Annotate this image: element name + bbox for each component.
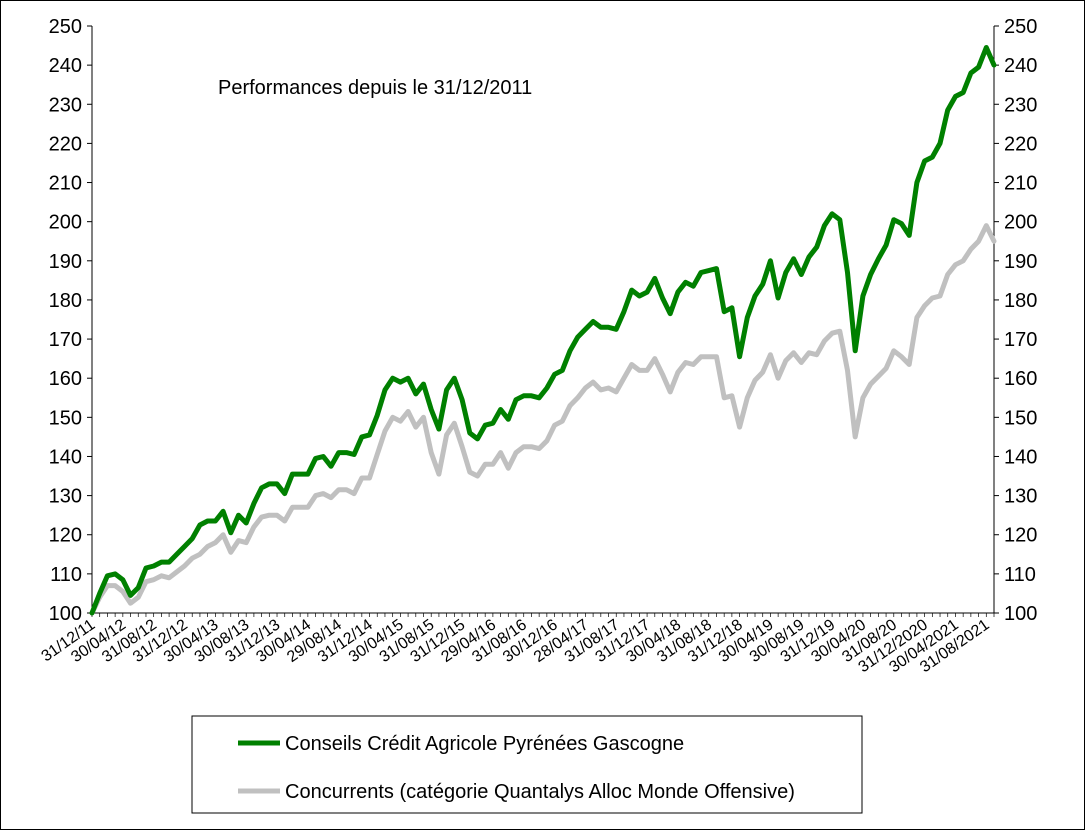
legend-box	[191, 715, 863, 814]
y-tick-label-left: 220	[49, 133, 82, 155]
chart-title: Performances depuis le 31/12/2011	[218, 77, 532, 99]
y-tick-label-right: 170	[1004, 329, 1037, 351]
y-tick-label-right: 100	[1004, 603, 1037, 625]
y-tick-label-left: 170	[49, 329, 82, 351]
y-tick-label-left: 130	[49, 486, 82, 508]
y-tick-label-right: 120	[1004, 525, 1037, 547]
y-tick-label-right: 220	[1004, 133, 1037, 155]
y-tick-label-left: 200	[49, 212, 82, 234]
y-tick-label-left: 230	[49, 94, 82, 116]
legend: Conseils Crédit Agricole Pyrénées Gascog…	[191, 715, 863, 814]
y-tick-label-left: 240	[49, 55, 82, 77]
legend-label-series-1: Conseils Crédit Agricole Pyrénées Gascog…	[285, 733, 684, 755]
y-tick-label-right: 110	[1004, 564, 1036, 586]
y-tick-label-left: 210	[49, 173, 82, 195]
y-tick-label-left: 180	[49, 290, 82, 312]
y-tick-label-right: 190	[1004, 251, 1037, 273]
y-tick-label-left: 150	[49, 407, 82, 429]
y-tick-label-right: 180	[1004, 290, 1037, 312]
y-tick-label-right: 140	[1004, 446, 1037, 468]
y-tick-label-right: 150	[1004, 407, 1037, 429]
legend-label-series-2: Concurrents (catégorie Quantalys Alloc M…	[285, 781, 795, 803]
y-tick-label-right: 130	[1004, 486, 1037, 508]
series-line-2	[89, 223, 997, 616]
y-tick-label-left: 160	[49, 368, 82, 390]
y-tick-label-right: 230	[1004, 94, 1037, 116]
y-tick-label-left: 140	[49, 446, 82, 468]
y-tick-label-left: 250	[49, 16, 82, 38]
y-tick-label-left: 110	[50, 564, 82, 586]
y-tick-label-right: 210	[1004, 173, 1037, 195]
y-tick-label-right: 250	[1004, 16, 1037, 38]
y-tick-label-left: 100	[49, 603, 82, 625]
y-tick-label-right: 160	[1004, 368, 1037, 390]
y-tick-label-left: 120	[49, 525, 82, 547]
y-tick-label-right: 240	[1004, 55, 1037, 77]
y-tick-label-left: 190	[49, 251, 82, 273]
y-tick-label-right: 200	[1004, 212, 1037, 234]
series-line-1	[89, 45, 997, 616]
